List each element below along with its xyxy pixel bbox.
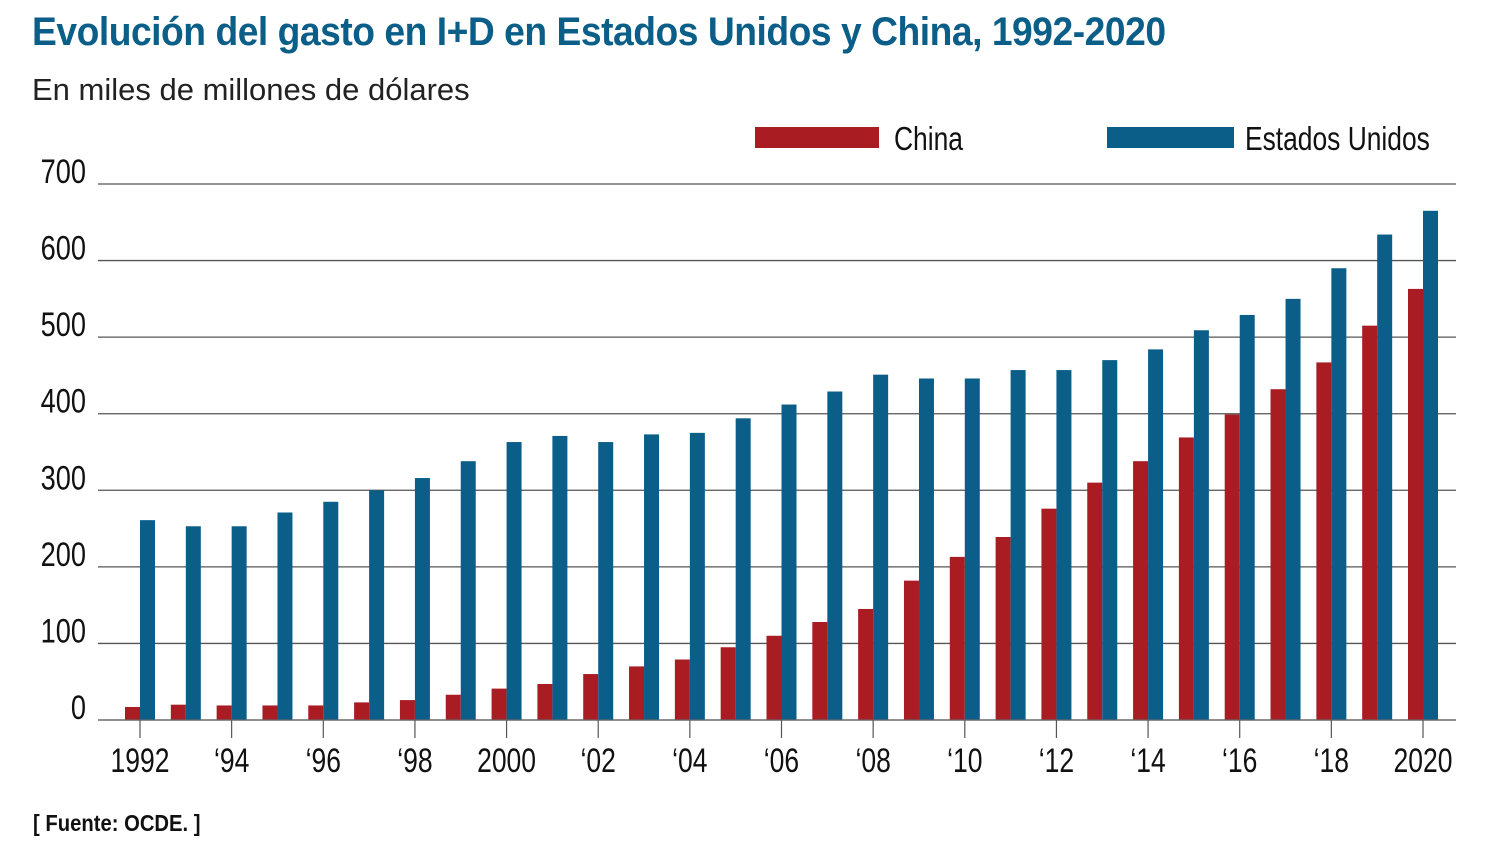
bar-china-2007: [812, 621, 828, 720]
y-tick-label: 300: [41, 458, 86, 497]
bar-usa-2010: [964, 378, 980, 720]
legend-swatch-usa: [1107, 127, 1234, 148]
bar-china-1998: [399, 700, 415, 720]
bar-usa-2014: [1148, 349, 1164, 720]
bar-usa-1999: [460, 461, 476, 720]
bar-china-2003: [629, 666, 645, 720]
x-tick-label: 2020: [1394, 742, 1453, 780]
bar-china-1993: [170, 704, 186, 720]
x-tick-label: ‘94: [214, 742, 249, 780]
bar-china-2000: [491, 688, 507, 720]
y-tick-label: 200: [41, 535, 86, 574]
x-tick-label: ‘12: [1039, 742, 1074, 780]
bar-china-2010: [949, 556, 965, 720]
bar-usa-2000: [506, 442, 522, 720]
bar-usa-2007: [827, 391, 843, 720]
bar-china-2011: [995, 536, 1011, 720]
bar-usa-2019: [1377, 234, 1393, 720]
source-note: [ Fuente: OCDE. ]: [33, 810, 201, 836]
bar-china-2009: [903, 580, 919, 720]
x-tick-label: ‘98: [397, 742, 432, 780]
bar-usa-2006: [781, 404, 797, 720]
bar-usa-1993: [185, 526, 201, 720]
bar-usa-2009: [918, 378, 934, 720]
bar-china-2002: [583, 674, 599, 720]
bar-china-1997: [354, 702, 370, 720]
y-tick-label: 700: [41, 152, 86, 191]
bar-china-2013: [1087, 482, 1103, 720]
bar-china-2005: [720, 647, 736, 720]
bar-china-2014: [1133, 461, 1149, 720]
bar-usa-2013: [1102, 360, 1118, 720]
bar-usa-1992: [140, 520, 155, 720]
bar-china-1994: [216, 705, 232, 720]
bar-usa-2005: [735, 418, 751, 720]
x-tick-label: ‘02: [581, 742, 616, 780]
x-tick-label: 1992: [111, 742, 170, 780]
chart-subtitle: En miles de millones de dólares: [32, 72, 470, 107]
bar-china-1999: [445, 694, 461, 720]
bar-usa-1995: [277, 512, 293, 720]
bar-usa-1998: [414, 478, 430, 720]
y-tick-label: 0: [71, 688, 86, 727]
bar-usa-1997: [369, 490, 385, 720]
bar-usa-2003: [644, 434, 660, 720]
bar-china-2008: [858, 608, 874, 720]
x-tick-label: ‘18: [1314, 742, 1349, 780]
bar-usa-2015: [1193, 330, 1209, 720]
x-tick-label: ‘08: [855, 742, 890, 780]
bar-china-2018: [1316, 362, 1332, 720]
x-tick-label: ‘16: [1222, 742, 1257, 780]
x-tick-label: ‘04: [672, 742, 707, 780]
bar-usa-2012: [1056, 370, 1072, 720]
bar-usa-2020: [1423, 210, 1438, 721]
bar-china-2019: [1362, 325, 1378, 720]
bar-china-1992: [125, 706, 140, 720]
bar-china-2012: [1041, 508, 1057, 720]
legend-label-china: China: [894, 121, 963, 157]
bar-usa-2008: [873, 374, 889, 720]
y-axis-labels: 0 100 200 300 400 500 600 700: [41, 152, 86, 727]
y-tick-label: 100: [41, 612, 86, 651]
y-tick-label: 600: [41, 229, 86, 268]
bars: [125, 210, 1438, 721]
bar-usa-1994: [231, 526, 247, 720]
bar-usa-2002: [598, 442, 614, 720]
y-tick-label: 500: [41, 305, 86, 344]
bar-china-1995: [262, 705, 278, 720]
bar-usa-2001: [552, 435, 568, 720]
x-axis: 1992 ‘94 ‘96 ‘98 2000 ‘02 ‘04 ‘06 ‘08 ‘10 ‘12 ‘14 ‘1…: [98, 719, 1456, 780]
chart-title: Evolución del gasto en I+D en Estados Un…: [32, 10, 1166, 54]
bar-china-2004: [674, 659, 690, 720]
bar-usa-2011: [1010, 370, 1026, 720]
bar-china-2016: [1224, 414, 1240, 720]
x-tick-label: ‘10: [947, 742, 982, 780]
legend-swatch-china: [755, 127, 879, 148]
bar-china-2006: [766, 635, 782, 720]
x-tick-label: ‘06: [764, 742, 799, 780]
bar-china-2020: [1408, 288, 1423, 720]
x-tick-label: ‘96: [306, 742, 341, 780]
bar-china-1996: [308, 705, 324, 720]
bar-usa-1996: [323, 501, 339, 720]
legend: China Estados Unidos: [755, 121, 1430, 158]
x-tick-label: ‘14: [1130, 742, 1165, 780]
bar-usa-2018: [1331, 268, 1347, 720]
bar-china-2017: [1270, 389, 1286, 720]
bar-usa-2017: [1285, 298, 1301, 720]
bar-china-2001: [537, 684, 553, 720]
x-tick-label: 2000: [477, 742, 536, 780]
bar-usa-2016: [1239, 314, 1255, 720]
y-tick-label: 400: [41, 382, 86, 421]
legend-label-usa: Estados Unidos: [1245, 121, 1430, 157]
bar-usa-2004: [689, 432, 705, 720]
bar-china-2015: [1178, 437, 1194, 720]
